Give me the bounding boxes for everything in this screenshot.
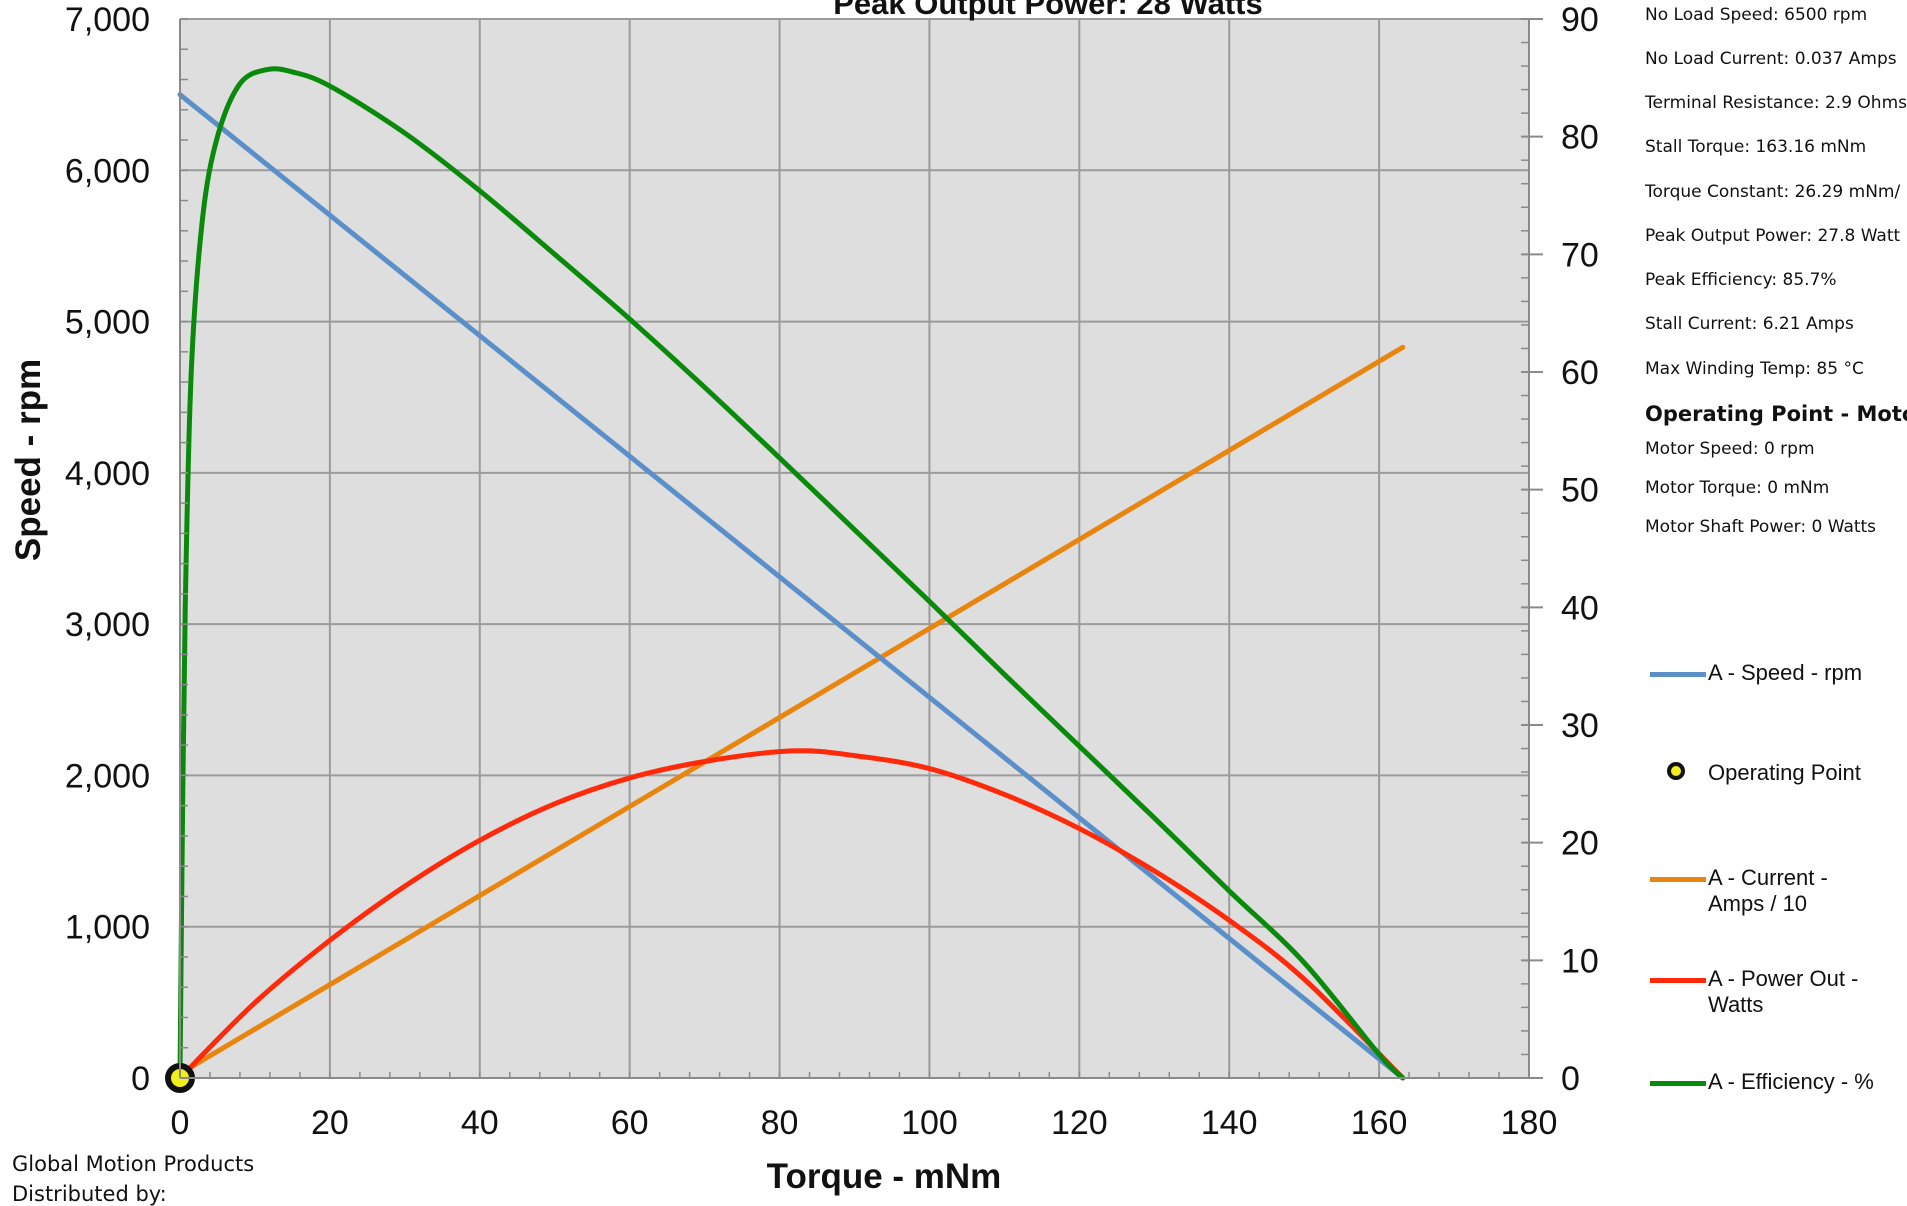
series-line-a-speed-rpm: [177, 92, 1406, 1081]
y2-tick-label: 80: [1561, 119, 1599, 157]
op-motor-speed: Motor Speed: 0 rpm: [1645, 439, 1815, 459]
y-tick-label: 3,000: [65, 606, 150, 644]
footer-company: Global Motion Products: [12, 1152, 255, 1176]
x-tick-label: 0: [171, 1104, 190, 1142]
y2-tick-label: 70: [1561, 236, 1599, 274]
spec-line: Stall Current: 6.21 Amps: [1645, 314, 1854, 334]
y-tick-label: 4,000: [65, 455, 150, 493]
x-tick-label: 40: [461, 1104, 499, 1142]
plot-area: [180, 19, 1529, 1078]
y2-tick-label: 10: [1561, 942, 1599, 980]
footer-distributed-by: Distributed by:: [12, 1182, 167, 1206]
series-line-a-efficiency: [177, 66, 1406, 1081]
spec-line: Terminal Resistance: 2.9 Ohms: [1645, 93, 1907, 113]
x-tick-label: 100: [901, 1104, 958, 1142]
legend-label-current: A - Current - Amps / 10: [1708, 865, 1828, 916]
x-axis-label: Torque - mNm: [767, 1157, 1002, 1196]
spec-line: Torque Constant: 26.29 mNm/: [1645, 182, 1901, 202]
y2-tick-label: 90: [1561, 1, 1599, 39]
y2-tick-label: 60: [1561, 354, 1599, 392]
x-tick-label: 180: [1501, 1104, 1558, 1142]
legend-label-efficiency: A - Efficiency - %: [1708, 1069, 1874, 1094]
y2-tick-label: 20: [1561, 825, 1599, 863]
x-tick-label: 20: [311, 1104, 349, 1142]
series-line-a-current-amps-10: [177, 344, 1406, 1077]
x-tick-label: 60: [611, 1104, 649, 1142]
legend-label-speed: A - Speed - rpm: [1708, 660, 1863, 685]
chart-title: Peak Output Power: 28 Watts: [833, 0, 1263, 21]
x-tick-label: 160: [1351, 1104, 1408, 1142]
y-tick-label: 0: [131, 1060, 150, 1098]
y-tick-label: 7,000: [65, 1, 150, 39]
legend-swatch-speed: [1650, 672, 1706, 677]
legend-label-power: A - Power Out - Watts: [1708, 966, 1859, 1017]
legend-swatch-power: [1650, 978, 1706, 983]
legend-label-operating-point: Operating Point: [1708, 760, 1861, 785]
legend-swatch-current: [1650, 877, 1706, 882]
y2-tick-label: 50: [1561, 472, 1599, 510]
x-tick-label: 80: [761, 1104, 799, 1142]
y2-tick-label: 30: [1561, 707, 1599, 745]
y2-tick-label: 40: [1561, 589, 1599, 627]
spec-line: Stall Torque: 163.16 mNm: [1645, 137, 1867, 157]
legend-swatch-efficiency: [1650, 1081, 1706, 1086]
spec-line: Peak Efficiency: 85.7%: [1645, 270, 1837, 290]
x-tick-label: 140: [1201, 1104, 1258, 1142]
y-axis-label: Speed - rpm: [9, 359, 48, 561]
y-tick-label: 6,000: [65, 152, 150, 190]
series-line-a-power-out-watts: [177, 748, 1406, 1081]
y-tick-label: 2,000: [65, 757, 150, 795]
operating-point-heading: Operating Point - Motor: [1645, 402, 1907, 426]
spec-line: No Load Speed: 6500 rpm: [1645, 5, 1868, 25]
y-tick-label: 5,000: [65, 304, 150, 342]
spec-line: Max Winding Temp: 85 °C: [1645, 359, 1864, 379]
op-motor-shaft-power: Motor Shaft Power: 0 Watts: [1645, 517, 1877, 537]
y2-tick-label: 0: [1561, 1060, 1580, 1098]
op-motor-torque: Motor Torque: 0 mNm: [1645, 478, 1830, 498]
legend-operating-point-icon: [1667, 762, 1685, 780]
spec-line: No Load Current: 0.037 Amps: [1645, 49, 1897, 69]
spec-line: Peak Output Power: 27.8 Watt: [1645, 226, 1901, 246]
x-tick-label: 120: [1051, 1104, 1108, 1142]
y-tick-label: 1,000: [65, 909, 150, 947]
